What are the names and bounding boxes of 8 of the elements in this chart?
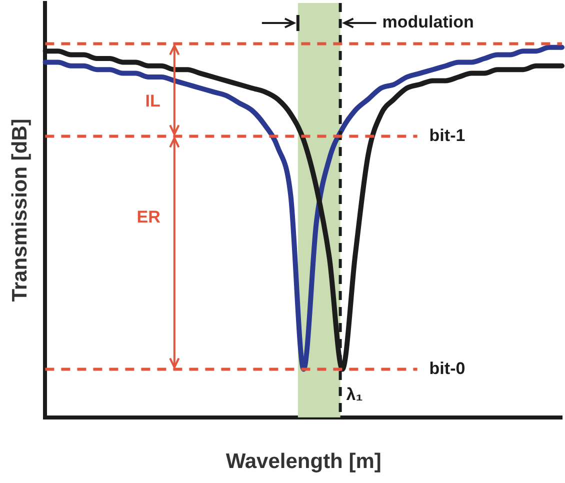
x-axis-title: Wavelength [m] [226, 450, 382, 474]
ref-line-label: bit-1 [429, 126, 466, 145]
annotation: λ₁ [346, 385, 363, 404]
text: modulation [382, 12, 474, 32]
annotation: ER [136, 207, 160, 226]
y-axis-title: Transmission [dB] [8, 118, 32, 302]
annotation: IL [145, 92, 160, 111]
ref-line-label: bit-0 [429, 358, 466, 378]
